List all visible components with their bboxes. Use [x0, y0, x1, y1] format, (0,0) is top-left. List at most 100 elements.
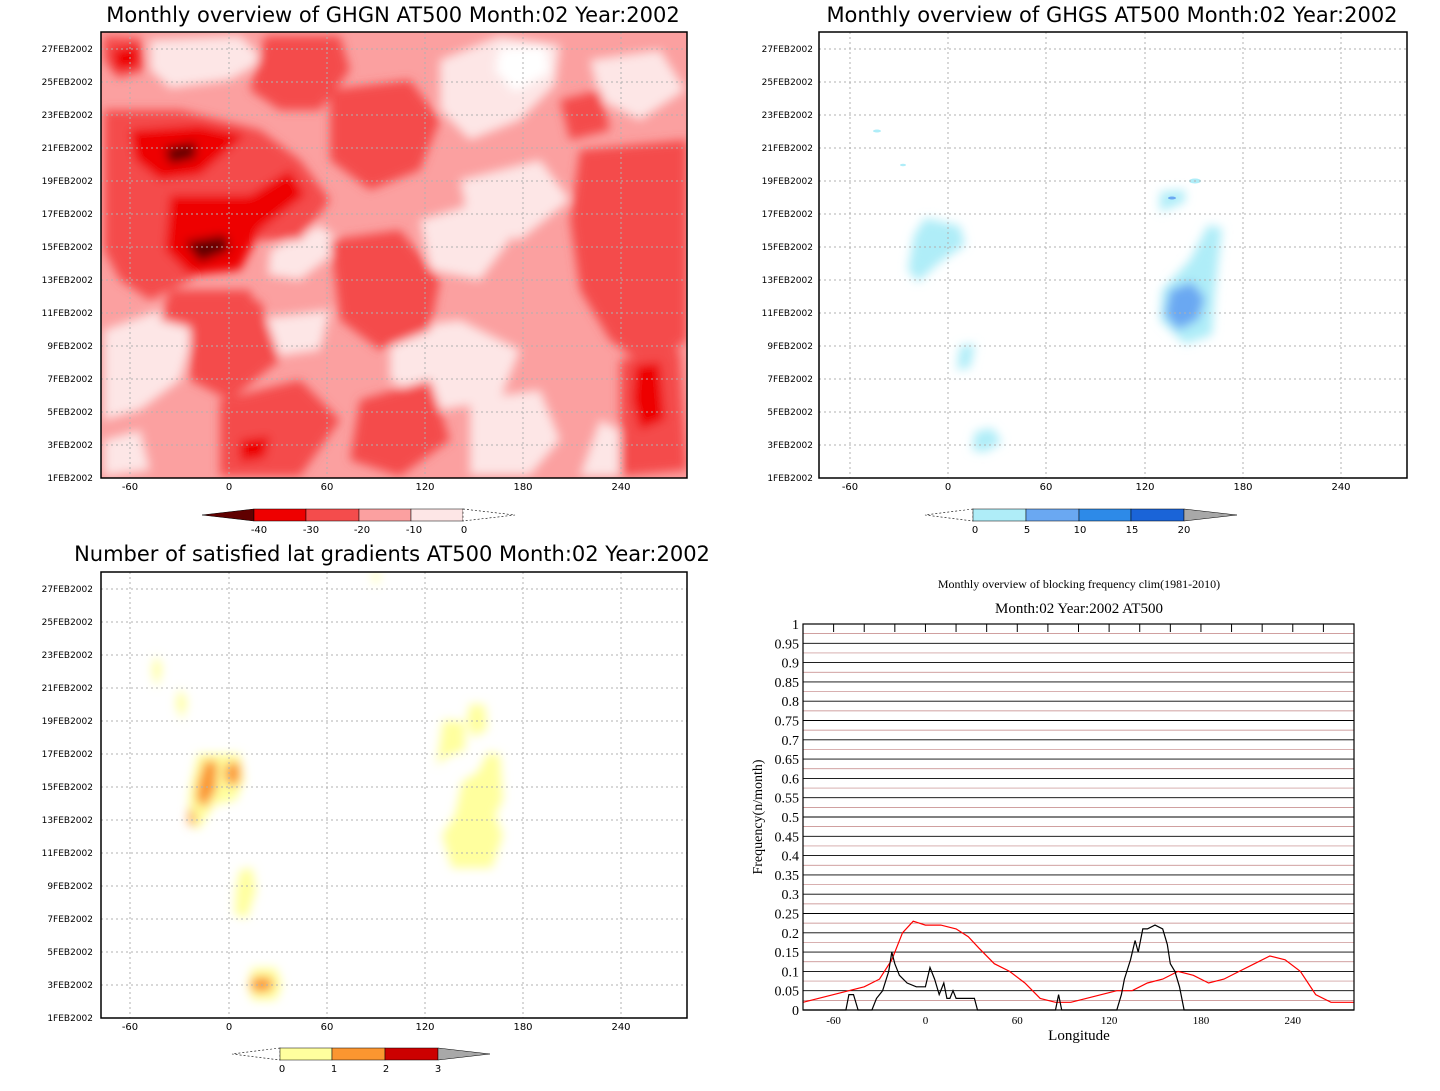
ghgs-ytick: 9FEB2002 [767, 342, 813, 352]
blocking-ytick: 0.75 [775, 715, 800, 730]
ghgn-xtick: 240 [611, 482, 630, 493]
ghgn-ytick: 1FEB2002 [47, 474, 93, 484]
ghgn-ytick: 13FEB2002 [42, 276, 93, 286]
latgrad-grid [101, 572, 687, 1018]
ghgs-cbar-label: 15 [1126, 525, 1139, 536]
blocking-ytick: 0.3 [782, 888, 800, 903]
latgrad-xtick: 240 [611, 1022, 630, 1033]
ghgs-x-axis: -60 0 60 120 180 240 [842, 482, 1351, 493]
ghgs-ytick: 27FEB2002 [762, 45, 813, 55]
latgrad-frame [100, 571, 688, 1019]
ghgs-ytick: 13FEB2002 [762, 276, 813, 286]
latgrad-xtick: 180 [513, 1022, 532, 1033]
ghgs-field [819, 32, 1407, 478]
ghgn-xtick: 60 [321, 482, 334, 493]
latgrad-ytick: 23FEB2002 [42, 651, 93, 661]
panel-ghgs: Monthly overview of GHGS AT500 Month:02 … [762, 3, 1408, 536]
blocking-ytick: 0.15 [775, 946, 800, 961]
blocking-ytick: 0.9 [782, 657, 800, 672]
blocking-ytick: 0.85 [775, 676, 800, 691]
blocking-ylabel: Frequency(n/month) [751, 759, 766, 874]
ghgs-xtick: -60 [842, 482, 858, 493]
ghgn-cbar-label: -40 [251, 525, 267, 536]
ghgs-xtick: 0 [945, 482, 951, 493]
latgrad-cbar-label: 0 [279, 1064, 285, 1075]
blocking-ytick: 0 [792, 1004, 799, 1019]
ghgs-ytick: 17FEB2002 [762, 210, 813, 220]
ghgs-xtick: 60 [1040, 482, 1053, 493]
blocking-xtick: 120 [1101, 1015, 1118, 1027]
ghgs-ytick: 3FEB2002 [767, 441, 813, 451]
ghgn-cbar-label: 0 [461, 525, 467, 536]
ghgs-ytick: 19FEB2002 [762, 177, 813, 187]
ghgn-ytick: 23FEB2002 [42, 111, 93, 121]
ghgs-cbar-label: 20 [1178, 525, 1191, 536]
blocking-ytick: 0.25 [775, 908, 800, 923]
blocking-ytick: 1 [792, 618, 799, 633]
ghgs-ytick: 1FEB2002 [767, 474, 813, 484]
latgrad-ytick: 3FEB2002 [47, 981, 93, 991]
latgrad-cbar-label: 2 [383, 1064, 389, 1075]
ghgn-xtick: 120 [415, 482, 434, 493]
ghgn-ytick: 5FEB2002 [47, 408, 93, 418]
blocking-ytick: 0.5 [782, 811, 800, 826]
ghgn-y-axis: 1FEB2002 3FEB2002 5FEB2002 7FEB2002 9FEB… [42, 45, 93, 484]
blocking-ytick: 0.8 [782, 695, 800, 710]
blocking-xtick: 240 [1285, 1015, 1302, 1027]
latgrad-x-axis: -60 0 60 120 180 240 [122, 1022, 631, 1033]
blocking-ytick: 0.65 [775, 753, 800, 768]
ghgn-ytick: 11FEB2002 [42, 309, 93, 319]
latgrad-ytick: 13FEB2002 [42, 816, 93, 826]
ghgs-ytick: 11FEB2002 [762, 309, 813, 319]
panel-lat-gradients: Number of satisfied lat gradients AT500 … [42, 542, 710, 1075]
ghgn-cbar-label: -20 [354, 525, 370, 536]
ghgn-frame [100, 31, 688, 479]
blocking-ytick: 0.4 [782, 850, 800, 865]
ghgn-field [101, 32, 687, 478]
ghgs-title: Monthly overview of GHGS AT500 Month:02 … [826, 3, 1397, 27]
latgrad-ytick: 1FEB2002 [47, 1014, 93, 1024]
ghgn-xtick: -60 [122, 482, 138, 493]
ghgn-cbar-label: -10 [406, 525, 422, 536]
latgrad-xtick: 0 [226, 1022, 232, 1033]
ghgn-cbar-label: -30 [303, 525, 319, 536]
blocking-xtick: 180 [1193, 1015, 1210, 1027]
ghgn-ytick: 9FEB2002 [47, 342, 93, 352]
latgrad-xtick: -60 [122, 1022, 138, 1033]
blocking-xtick: -60 [826, 1015, 841, 1027]
latgrad-xtick: 120 [415, 1022, 434, 1033]
blocking-ytick: 0.7 [782, 734, 800, 749]
ghgs-ytick: 5FEB2002 [767, 408, 813, 418]
ghgn-ytick: 7FEB2002 [47, 375, 93, 385]
latgrad-cbar-label: 1 [331, 1064, 337, 1075]
ghgn-xtick: 180 [513, 482, 532, 493]
latgrad-ytick: 25FEB2002 [42, 618, 93, 628]
blocking-ytick: 0.45 [775, 830, 800, 845]
latgrad-ytick: 7FEB2002 [47, 915, 93, 925]
latgrad-y-axis: 1FEB2002 3FEB2002 5FEB2002 7FEB2002 9FEB… [42, 585, 93, 1024]
latgrad-title: Number of satisfied lat gradients AT500 … [74, 542, 710, 566]
ghgn-ytick: 17FEB2002 [42, 210, 93, 220]
latgrad-ytick: 9FEB2002 [47, 882, 93, 892]
ghgs-frame [818, 31, 1408, 479]
ghgn-ytick: 27FEB2002 [42, 45, 93, 55]
ghgs-cbar-label: 5 [1024, 525, 1030, 536]
ghgs-xtick: 240 [1331, 482, 1350, 493]
blocking-series-group [802, 920, 1354, 1011]
blocking-ytick: 0.55 [775, 792, 800, 807]
latgrad-field [101, 572, 687, 1018]
blocking-y-axis: 0 0.05 0.1 0.15 0.2 0.25 0.3 0.35 0.4 0.45 0.5 0.55… [775, 618, 800, 1019]
ghgs-ytick: 23FEB2002 [762, 111, 813, 121]
panel-ghgn: Monthly overview of GHGN AT500 Month:02 … [42, 3, 688, 536]
blocking-x-axis: -60 0 60 120 180 240 [826, 624, 1324, 1027]
ghgs-cbar-label: 0 [972, 525, 978, 536]
ghgn-ytick: 25FEB2002 [42, 78, 93, 88]
ghgn-ytick: 15FEB2002 [42, 243, 93, 253]
ghgs-y-axis: 1FEB2002 3FEB2002 5FEB2002 7FEB2002 9FEB… [762, 45, 813, 484]
blocking-xlabel: Longitude [1048, 1028, 1110, 1044]
ghgn-grid [101, 32, 687, 478]
blocking-ytick: 0.05 [775, 985, 800, 1000]
ghgs-xtick: 120 [1135, 482, 1154, 493]
ghgs-xtick: 180 [1233, 482, 1252, 493]
